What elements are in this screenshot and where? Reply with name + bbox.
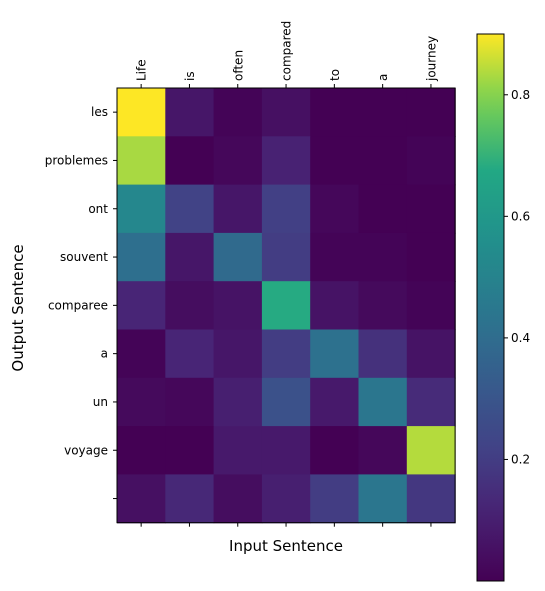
heatmap-cell [165,88,215,137]
heatmap-cell [117,88,166,137]
heatmap-cell [406,136,456,186]
heatmap-cell [358,136,408,186]
heatmap-cell [165,136,215,186]
heatmap-cell [406,88,456,137]
heatmap-cells [117,88,456,524]
y-tick-label: problemes [45,153,108,167]
colorbar-ticks: 0.2 0.4 0.6 0.8 [504,88,530,466]
y-tick-label: les [91,105,108,119]
heatmap-cell [358,377,408,427]
heatmap-cell [261,474,311,524]
x-tick-label: is [183,71,197,81]
heatmap-cell [117,281,166,331]
heatmap-cell [358,474,408,524]
colorbar-tick-label: 0.2 [511,452,530,466]
heatmap-cell [261,232,311,282]
heatmap-cell [117,329,166,379]
heatmap-cell [165,377,215,427]
heatmap-cell [213,329,263,379]
heatmap-cell [310,232,360,282]
heatmap-cell [213,474,263,524]
heatmap-cell [310,377,360,427]
heatmap-cell [406,426,456,475]
heatmap-cell [358,232,408,282]
x-axis-ticks: Life is often compared to a journey [135,21,438,527]
y-tick-label: souvent [60,250,108,264]
heatmap-cell [406,184,456,234]
heatmap-cell [213,377,263,427]
heatmap-cell [406,232,456,282]
heatmap-cell [165,232,215,282]
y-tick-label: voyage [64,443,108,457]
heatmap-cell [358,329,408,379]
heatmap-cell [310,88,360,137]
heatmap-cell [406,377,456,427]
y-tick-label: un [93,395,108,409]
x-axis-label: Input Sentence [229,537,343,555]
heatmap-cell [310,474,360,524]
heatmap-cell [358,426,408,475]
heatmap-cell [213,281,263,331]
heatmap-cell [117,184,166,234]
heatmap-cell [117,426,166,475]
heatmap-cell [117,474,166,524]
heatmap-cell [165,184,215,234]
heatmap-cell [165,474,215,524]
heatmap-cell [406,474,456,524]
heatmap-cell [213,184,263,234]
heatmap-cell [213,88,263,137]
heatmap-cell [261,329,311,379]
colorbar [476,33,505,582]
heatmap-cell [310,281,360,331]
heatmap-cell [117,232,166,282]
x-tick-label: journey [424,36,438,82]
heatmap-cell [213,232,263,282]
heatmap-cell [358,184,408,234]
heatmap-cell [261,88,311,137]
x-tick-label: often [231,50,245,81]
x-tick-label: to [328,69,342,81]
heatmap-cell [213,426,263,475]
colorbar-tick-label: 0.6 [511,209,530,223]
x-tick-label: a [376,74,390,81]
heatmap-cell [165,426,215,475]
heatmap-cell [117,136,166,186]
colorbar-tick-label: 0.8 [511,88,530,102]
y-tick-label: a [101,347,108,361]
heatmap-cell [213,136,263,186]
heatmap-cell [358,281,408,331]
heatmap-cell [310,426,360,475]
heatmap-cell [165,329,215,379]
y-tick-label: comparee [48,298,108,312]
heatmap-cell [261,184,311,234]
heatmap-cell [261,426,311,475]
heatmap-cell [310,329,360,379]
heatmap-cell [358,88,408,137]
y-axis-label: Output Sentence [9,244,27,371]
y-axis-ticks: les problemes ont souvent comparee a un voyage [45,105,117,500]
heatmap-cell [310,136,360,186]
x-tick-label: compared [280,21,294,81]
heatmap-cell [261,281,311,331]
heatmap-cell [406,329,456,379]
heatmap-cell [261,377,311,427]
heatmap-cell [117,377,166,427]
y-tick-label: ont [88,202,108,216]
heatmap-cell [406,281,456,331]
x-tick-label: Life [135,59,149,81]
colorbar-tick-label: 0.4 [511,331,530,345]
heatmap-cell [310,184,360,234]
heatmap-cell [261,136,311,186]
heatmap-cell [165,281,215,331]
